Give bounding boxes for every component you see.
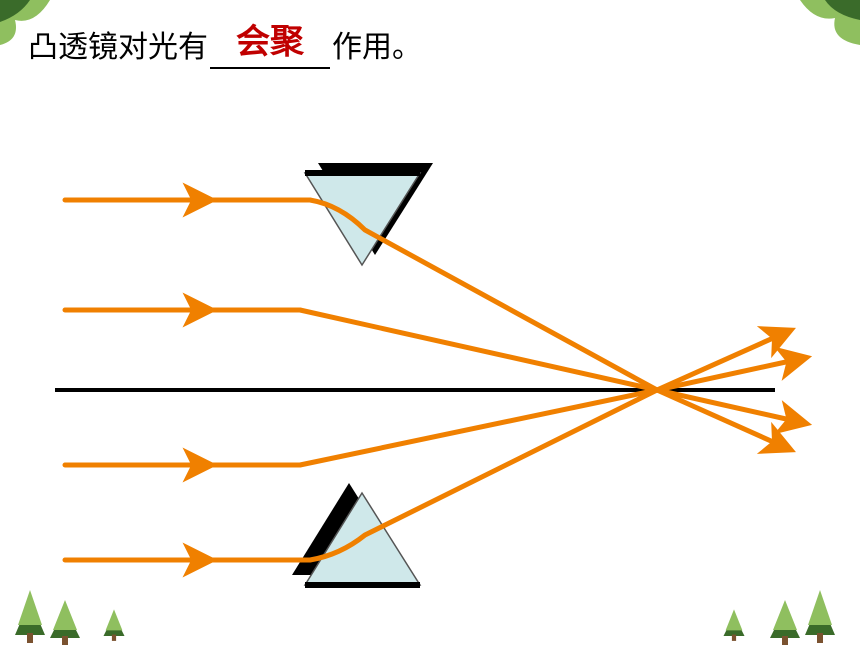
corner-leaf-tr [780,0,860,50]
optics-diagram [0,55,860,615]
tree-br [690,590,850,645]
ray-1 [65,200,780,390]
prism-top [305,163,433,265]
tree-bl [10,590,170,645]
prism-bottom [292,483,420,585]
ray-4 [65,390,780,560]
rays [65,200,795,560]
